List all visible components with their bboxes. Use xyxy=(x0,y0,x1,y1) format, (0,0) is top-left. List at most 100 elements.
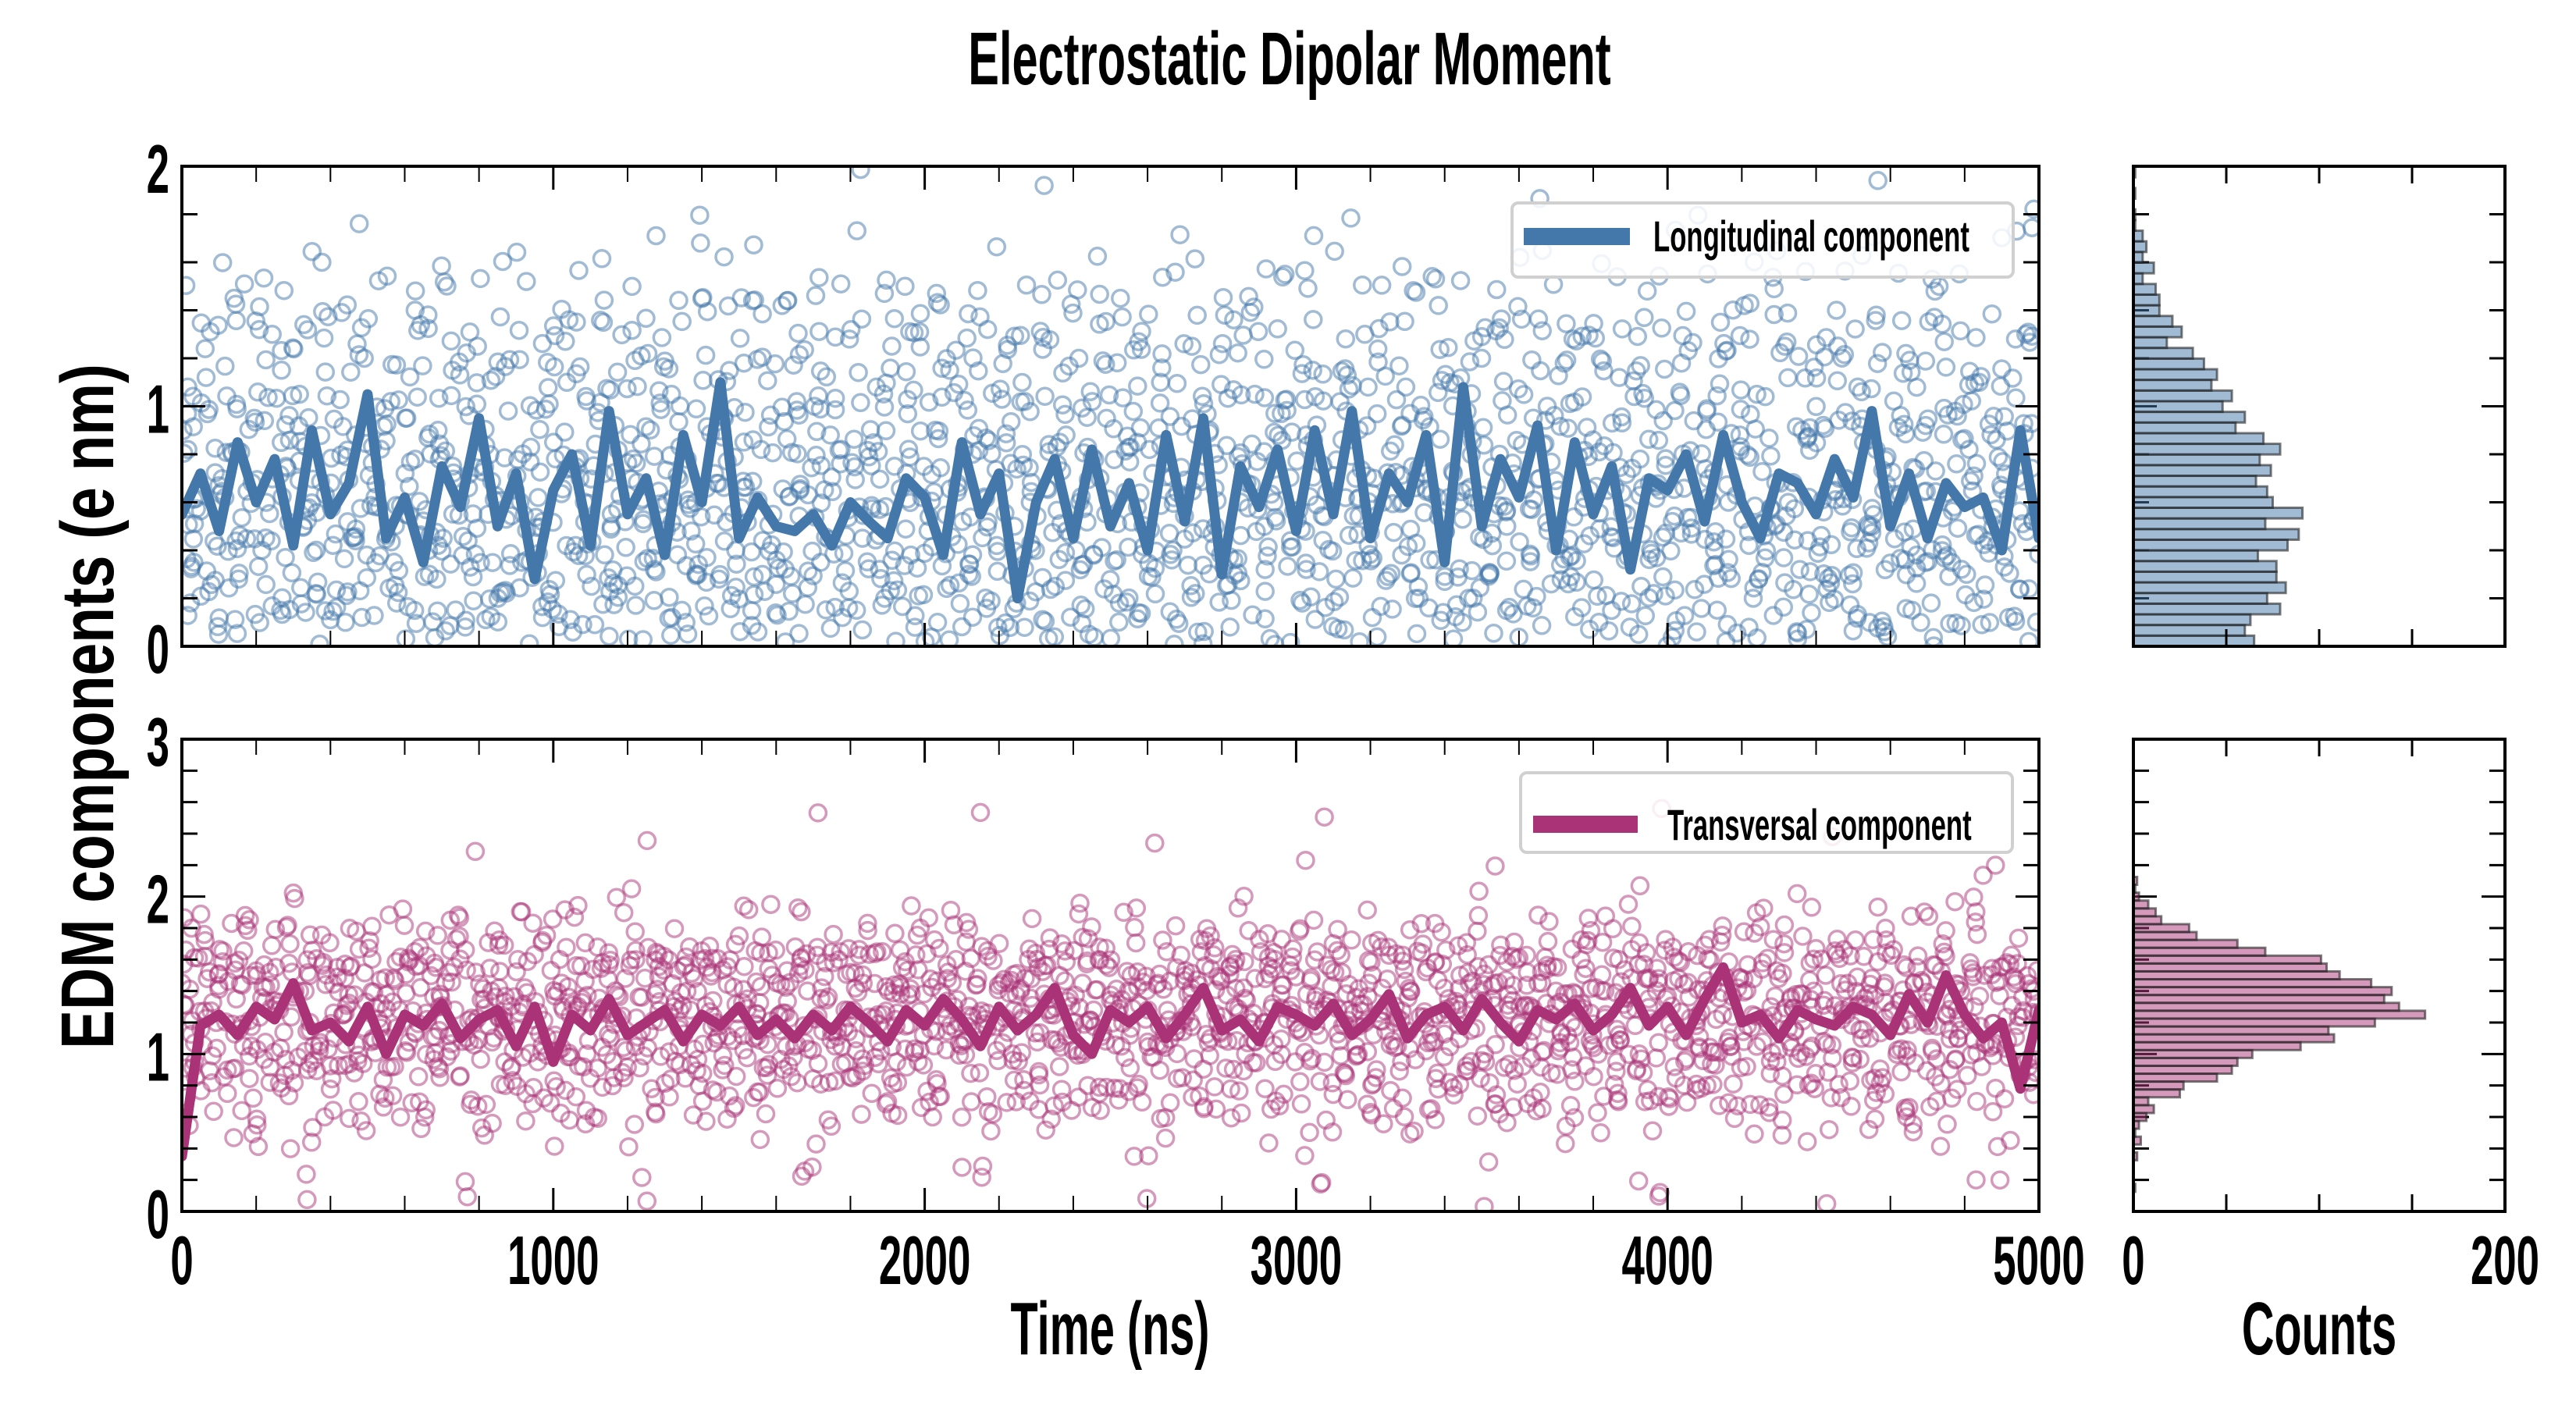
scatter-point xyxy=(580,1069,600,1088)
scatter-point xyxy=(1588,1103,1607,1122)
scatter-point xyxy=(1484,623,1503,643)
scatter-point xyxy=(1858,515,1878,535)
scatter-point xyxy=(614,1037,634,1058)
scatter-point xyxy=(182,606,197,625)
scatter-point xyxy=(1408,577,1429,596)
scatter-point xyxy=(1162,550,1182,570)
scatter-point xyxy=(1319,539,1339,560)
scatter-point xyxy=(1560,1096,1581,1115)
scatter-point xyxy=(429,388,449,408)
scatter-point xyxy=(485,921,504,941)
scatter-point xyxy=(1389,1061,1409,1081)
scatter-point xyxy=(1904,973,1924,993)
scatter-point xyxy=(807,422,827,442)
scatter-point xyxy=(1194,1059,1213,1079)
scatter-point xyxy=(1967,924,1987,944)
scatter-point xyxy=(1765,986,1785,1006)
scatter-point xyxy=(1504,1061,1525,1080)
hist-bar xyxy=(2132,400,2224,414)
scatter-point xyxy=(1182,336,1202,356)
scatter-point xyxy=(1603,919,1623,939)
scatter-point xyxy=(619,1136,639,1157)
scatter-point xyxy=(1727,1096,1748,1115)
scatter-point xyxy=(1425,1110,1445,1129)
scatter-point xyxy=(1926,1067,1945,1087)
scatter-point xyxy=(872,596,892,615)
scatter-point xyxy=(1393,945,1413,965)
scatter-point xyxy=(621,879,642,898)
scatter-point xyxy=(1005,326,1025,346)
scatter-point xyxy=(272,340,291,361)
scatter-point xyxy=(968,280,987,301)
scatter-point xyxy=(1256,259,1276,279)
scatter-point xyxy=(254,411,275,431)
scatter-point xyxy=(1578,909,1599,928)
scatter-point xyxy=(205,571,225,590)
scatter-point xyxy=(1687,622,1706,642)
scatter-point xyxy=(585,614,605,635)
scatter-point xyxy=(1665,400,1685,421)
scatter-point xyxy=(1318,955,1337,975)
scatter-point xyxy=(551,1103,571,1123)
scatter-point xyxy=(930,295,950,315)
scatter-point xyxy=(1435,571,1454,592)
scatter-point xyxy=(811,456,831,475)
scatter-point xyxy=(1963,966,1983,987)
scatter-point xyxy=(593,312,614,333)
scatter-point xyxy=(393,899,413,919)
scatter-point xyxy=(1730,325,1750,346)
scatter-point xyxy=(984,951,1003,970)
scatter-point xyxy=(1273,267,1293,287)
scatter-point xyxy=(838,939,859,959)
scatter-point xyxy=(714,247,734,267)
scatter-point xyxy=(397,408,417,428)
scatter-point xyxy=(1698,949,1717,969)
scatter-point xyxy=(1231,571,1251,591)
scatter-point xyxy=(1761,446,1781,466)
scatter-point xyxy=(777,291,797,311)
scatter-point xyxy=(200,962,219,982)
scatter-point xyxy=(1901,362,1921,382)
scatter-point xyxy=(249,319,269,340)
scatter-point xyxy=(1769,969,1788,988)
scatter-point xyxy=(1966,454,1987,474)
scatter-point xyxy=(373,1097,393,1117)
scatter-point xyxy=(999,973,1019,993)
scatter-point xyxy=(988,1051,1008,1071)
scatter-point xyxy=(1339,379,1359,399)
scatter-point xyxy=(1993,957,2013,976)
scatter-point xyxy=(1311,1174,1331,1194)
scatter-point xyxy=(588,937,607,957)
scatter-point xyxy=(779,601,799,621)
scatter-point xyxy=(453,526,473,546)
scatter-point xyxy=(1391,416,1411,436)
scatter-point xyxy=(229,564,249,583)
scatter-point xyxy=(1819,1119,1839,1140)
scatter-point xyxy=(788,898,808,918)
scatter-point xyxy=(632,1168,652,1187)
scatter-point xyxy=(290,384,309,404)
scatter-point xyxy=(1335,359,1355,379)
scatter-point xyxy=(977,599,997,618)
scatter-point xyxy=(1743,969,1763,989)
scatter-point xyxy=(1608,1083,1628,1104)
scatter-point xyxy=(1731,380,1751,400)
scatter-point xyxy=(415,567,435,586)
scatter-point xyxy=(1119,452,1140,471)
scatter-point xyxy=(571,992,592,1012)
scatter-point xyxy=(1231,385,1251,405)
scatter-point xyxy=(1987,1136,2008,1157)
scatter-point xyxy=(1934,942,1954,962)
scatter-point xyxy=(1117,962,1137,981)
scatter-point xyxy=(646,984,665,1005)
scatter-point xyxy=(1160,1093,1180,1113)
scatter-point xyxy=(1957,564,1976,585)
scatter-point xyxy=(607,887,627,907)
scatter-point xyxy=(212,253,233,272)
scatter-point xyxy=(798,561,818,581)
scatter-point xyxy=(1165,916,1186,936)
scatter-point xyxy=(1793,927,1813,946)
scatter-point xyxy=(1602,413,1622,433)
scatter-point xyxy=(1334,1062,1354,1083)
scatter-point xyxy=(599,943,619,962)
